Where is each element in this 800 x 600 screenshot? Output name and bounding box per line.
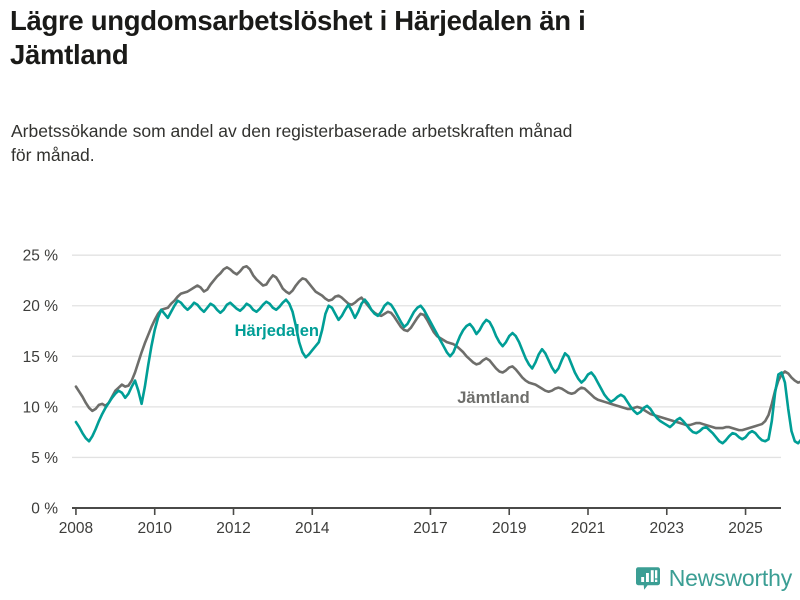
series-annotations: Härjedalen Jämtland bbox=[235, 322, 530, 407]
y-axis-tick-label: 10 % bbox=[23, 399, 59, 416]
x-axis-tick-label: 2014 bbox=[295, 520, 330, 537]
x-axis-labels: 2008 2010 2012 2014 2017 2019 2021 2023 2025 bbox=[59, 520, 763, 537]
series-label: Härjedalen bbox=[235, 322, 319, 340]
series-line bbox=[74, 298, 800, 445]
x-axis-tick-label: 2017 bbox=[413, 520, 447, 537]
x-axis bbox=[72, 507, 781, 515]
x-axis-tick-label: 2012 bbox=[216, 520, 250, 537]
data-series bbox=[74, 264, 800, 445]
brand-name: Newsworthy bbox=[668, 565, 792, 591]
x-axis-tick-label: 2021 bbox=[571, 520, 605, 537]
y-axis-labels: 0 % 5 % 10 % 15 % 20 % 25 % bbox=[23, 248, 59, 518]
series-line bbox=[74, 264, 800, 432]
chart-container: 0 % 5 % 10 % 15 % 20 % 25 % Härjedalen Jämtlan… bbox=[0, 205, 800, 545]
brand-footer: Newsworthy bbox=[635, 565, 792, 592]
x-axis-tick-label: 2023 bbox=[650, 520, 684, 537]
gridlines bbox=[72, 254, 781, 459]
page-subtitle: Arbetssökande som andel av den registerb… bbox=[11, 121, 573, 165]
bar-chart-bubble-icon bbox=[635, 566, 661, 592]
x-axis-tick-label: 2010 bbox=[137, 520, 172, 537]
y-axis-tick-label: 0 % bbox=[31, 501, 58, 518]
y-axis-tick-label: 20 % bbox=[23, 298, 59, 315]
line-chart: 0 % 5 % 10 % 15 % 20 % 25 % Härjedalen Jämtlan… bbox=[23, 248, 800, 537]
y-axis-tick-label: 5 % bbox=[31, 450, 58, 467]
x-axis-tick-label: 2025 bbox=[728, 520, 762, 537]
x-axis-tick-label: 2019 bbox=[492, 520, 526, 537]
page-title: Lägre ungdomsarbetslöshet i Härjedalen ä… bbox=[10, 5, 586, 70]
y-axis-tick-label: 25 % bbox=[23, 248, 59, 265]
y-axis-tick-label: 15 % bbox=[23, 349, 59, 366]
series-label: Jämtland bbox=[457, 389, 529, 407]
x-axis-tick-label: 2008 bbox=[59, 520, 93, 537]
